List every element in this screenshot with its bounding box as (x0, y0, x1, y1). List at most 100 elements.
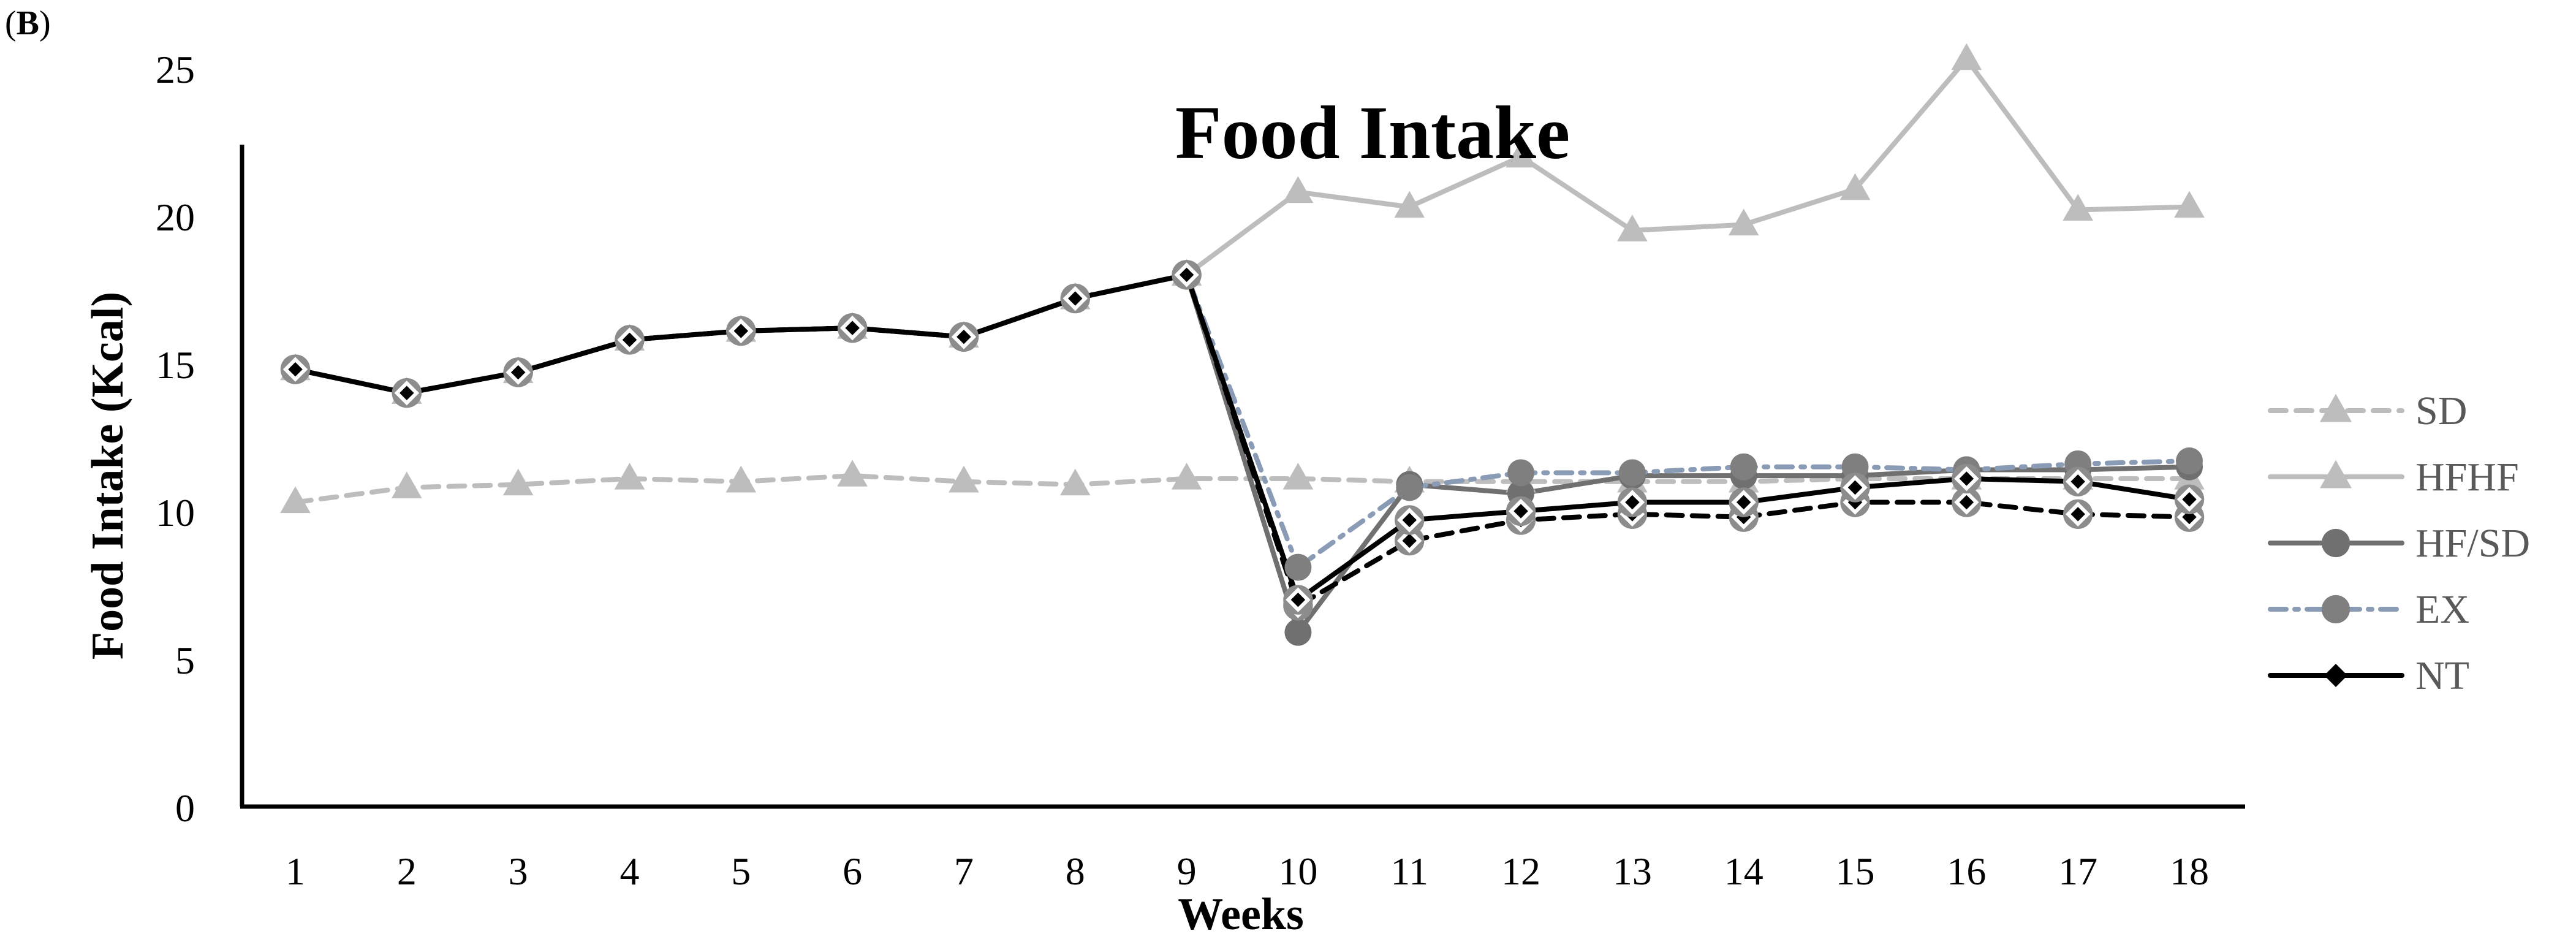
panel-label-close-paren: ) (39, 4, 51, 42)
marker-sd-w6 (837, 460, 868, 487)
panel-label-open-paren: ( (5, 4, 17, 42)
marker-hfhf-w12 (1506, 140, 1536, 168)
y-tick-label: 10 (156, 491, 195, 534)
marker-hfhf-w14 (1728, 208, 1759, 236)
legend-label-sd: SD (2415, 389, 2467, 433)
series-line-nt (293, 272, 2192, 602)
marker-sd-w5 (725, 465, 757, 493)
legend-item-hfhf: HFHF (2268, 455, 2519, 500)
x-tick-label: 4 (619, 849, 639, 893)
marker-ex-w18 (2176, 447, 2203, 475)
y-tick-label: 0 (175, 786, 195, 830)
marker-sd-w10 (1282, 462, 1314, 490)
marker-nt-w8 (1063, 286, 1088, 311)
series-line-hf-sd (293, 272, 2192, 635)
marker-hf-sd-w10 (1284, 618, 1312, 646)
marker-nt-w9 (1174, 262, 1199, 287)
series-line-sd (293, 473, 2192, 505)
x-tick-label: 13 (1613, 849, 1652, 893)
marker-nt-w7 (951, 324, 977, 349)
marker-nt-w14 (1731, 490, 1756, 515)
y-tick-label: 15 (156, 343, 195, 387)
marker-sd-w3 (502, 468, 534, 496)
marker-nt-w4 (617, 327, 642, 352)
y-tick-label: 20 (156, 196, 195, 239)
marker-nt-w10 (1286, 587, 1311, 612)
marker-ex-w13 (1618, 459, 1646, 487)
marker-ex-w10 (1284, 553, 1312, 581)
y-tick-labels: 0 5 10 15 20 25 (156, 48, 195, 830)
legend-swatch-marker-hf-sd (2321, 528, 2351, 558)
series-line-ex (293, 272, 2192, 570)
x-tick-label: 11 (1390, 849, 1428, 893)
series-markers (280, 43, 2205, 646)
marker-hfhf-w15 (1839, 173, 1871, 200)
legend: SD HFHF HF/SD EX NT (2268, 389, 2530, 698)
x-tick-label: 12 (1501, 849, 1540, 893)
legend-label-hfhf: HFHF (2415, 455, 2519, 500)
panel-label-letter: B (16, 4, 40, 42)
legend-item-nt: NT (2268, 653, 2469, 698)
marker-nt-w12 (1508, 498, 1534, 524)
x-tick-label: 16 (1947, 849, 1986, 893)
legend-item-sd: SD (2268, 389, 2467, 433)
marker-hfhf-w17 (2063, 194, 2093, 221)
x-tick-label: 2 (397, 849, 417, 893)
marker-sd-w1 (280, 486, 311, 514)
y-axis-title: Food Intake (Kcal) (83, 292, 133, 659)
chart-title: Food Intake (1175, 91, 1570, 175)
marker-hfhf-w11 (1394, 191, 1425, 218)
marker-nt-w2 (394, 380, 420, 406)
x-tick-label: 5 (731, 849, 751, 893)
legend-item-hf-sd: HF/SD (2268, 521, 2530, 566)
x-tick-label: 6 (843, 849, 862, 893)
marker-ex-w11 (1396, 474, 1423, 501)
series-lines (293, 56, 2192, 635)
marker-hfhf-w10 (1282, 176, 1314, 203)
marker-nt-w6 (839, 315, 865, 341)
x-tick-label: 3 (509, 849, 528, 893)
marker-nt-dashed-w17 (2065, 501, 2091, 527)
y-tick-label: 25 (156, 48, 195, 91)
x-tick-labels: 1 2 3 4 5 6 7 8 9 10 11 12 13 14 15 16 17 18 (286, 849, 2209, 893)
x-tick-label: 18 (2170, 849, 2209, 893)
x-tick-label: 1 (286, 849, 305, 893)
x-tick-label: 10 (1278, 849, 1317, 893)
x-tick-label: 7 (954, 849, 974, 893)
y-tick-label: 5 (175, 639, 195, 682)
marker-ex-w12 (1507, 459, 1535, 487)
marker-nt-dashed-w16 (1954, 490, 1979, 515)
marker-ex-w15 (1841, 453, 1869, 481)
panel-label: (B) (5, 6, 51, 40)
legend-label-nt: NT (2415, 653, 2469, 698)
legend-swatch-marker-nt (2324, 664, 2347, 687)
legend-label-hf-sd: HF/SD (2415, 521, 2530, 566)
marker-ex-w14 (1730, 453, 1757, 481)
x-tick-label: 14 (1724, 849, 1763, 893)
x-tick-label: 9 (1177, 849, 1197, 893)
marker-nt-w1 (282, 357, 308, 382)
legend-item-ex: EX (2268, 587, 2469, 632)
marker-hfhf-w13 (1617, 215, 1648, 241)
marker-sd-w9 (1171, 462, 1202, 490)
legend-swatch-marker-hfhf (2319, 460, 2352, 488)
legend-swatch-marker-sd (2319, 393, 2352, 422)
legend-label-ex: EX (2415, 587, 2469, 632)
marker-sd-w7 (949, 465, 979, 493)
axes (240, 145, 2245, 809)
marker-nt-dashed-w11 (1396, 528, 1422, 553)
marker-nt-w16 (1954, 466, 1979, 492)
x-tick-label: 17 (2058, 849, 2097, 893)
marker-nt-w3 (506, 360, 531, 385)
marker-hfhf-w16 (1951, 43, 1982, 70)
legend-swatch-marker-ex (2321, 595, 2351, 624)
x-tick-label: 15 (1836, 849, 1875, 893)
marker-sd-w8 (1059, 468, 1091, 496)
x-axis-title: Weeks (1178, 889, 1304, 940)
x-tick-label: 8 (1066, 849, 1085, 893)
marker-nt-w13 (1619, 490, 1645, 515)
marker-sd-w2 (392, 471, 422, 499)
marker-nt-w15 (1843, 475, 1868, 500)
marker-nt-w17 (2065, 469, 2091, 495)
